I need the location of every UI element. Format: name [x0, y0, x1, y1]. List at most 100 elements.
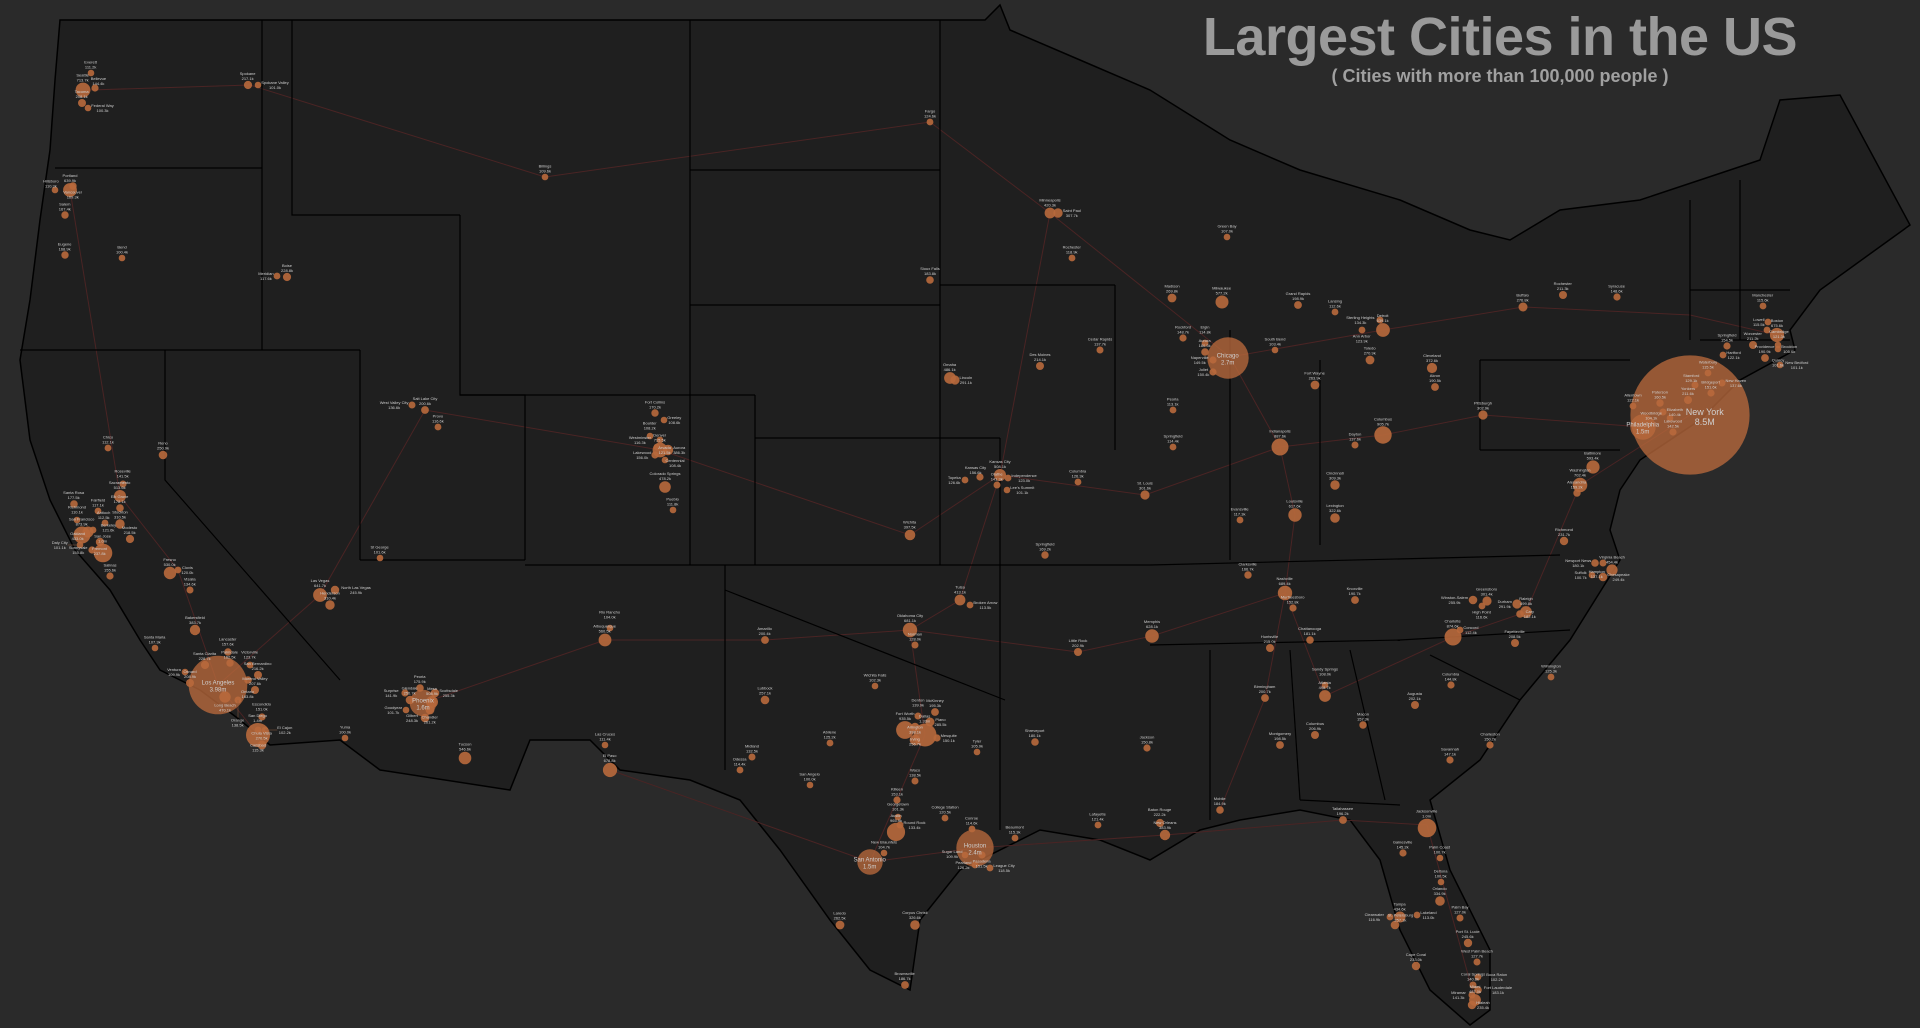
city-circle[interactable]: [88, 546, 96, 554]
city-marker[interactable]: [1411, 701, 1419, 709]
city-circle[interactable]: [602, 762, 618, 778]
city-circle[interactable]: [901, 981, 909, 989]
city-circle[interactable]: [1053, 208, 1063, 218]
city-marker[interactable]: [1294, 301, 1302, 309]
city-circle[interactable]: [1774, 341, 1782, 349]
city-circle[interactable]: [1413, 911, 1421, 919]
city-circle[interactable]: [1271, 438, 1289, 456]
city-circle[interactable]: [1374, 426, 1392, 444]
city-marker[interactable]: [1444, 628, 1462, 646]
city-marker[interactable]: [1516, 610, 1524, 618]
city-marker[interactable]: [1437, 878, 1445, 886]
city-circle[interactable]: [1201, 348, 1209, 356]
city-circle[interactable]: [313, 588, 327, 602]
city-marker[interactable]: [73, 516, 81, 524]
city-circle[interactable]: [1167, 293, 1177, 303]
city-circle[interactable]: [1386, 913, 1394, 921]
city-marker[interactable]: [1244, 571, 1252, 579]
city-circle[interactable]: [243, 80, 253, 90]
city-marker[interactable]: [973, 748, 981, 756]
city-circle[interactable]: [325, 600, 335, 610]
city-circle[interactable]: [835, 920, 845, 930]
city-circle[interactable]: [925, 717, 935, 727]
city-circle[interactable]: [601, 741, 609, 749]
city-circle[interactable]: [896, 821, 904, 829]
city-marker[interactable]: [1306, 636, 1314, 644]
city-marker[interactable]: [200, 660, 210, 670]
city-marker[interactable]: [1463, 938, 1473, 948]
city-circle[interactable]: [51, 186, 59, 194]
city-circle[interactable]: [425, 705, 435, 715]
city-circle[interactable]: [251, 686, 259, 694]
city-marker[interactable]: [1684, 396, 1692, 404]
city-marker[interactable]: [1321, 681, 1329, 689]
city-circle[interactable]: [541, 173, 549, 181]
city-marker[interactable]: [1446, 756, 1454, 764]
city-circle[interactable]: [420, 713, 430, 723]
city-marker[interactable]: [1276, 741, 1284, 749]
city-circle[interactable]: [118, 254, 126, 262]
city-marker[interactable]: [1266, 644, 1274, 652]
city-marker[interactable]: [1036, 362, 1044, 370]
city-marker[interactable]: [659, 481, 671, 493]
city-marker[interactable]: [1011, 834, 1019, 842]
city-marker[interactable]: [1331, 308, 1339, 316]
city-circle[interactable]: [200, 660, 210, 670]
city-marker[interactable]: [1769, 327, 1785, 343]
city-circle[interactable]: [1209, 368, 1217, 376]
city-circle[interactable]: [224, 648, 232, 656]
city-circle[interactable]: [1271, 346, 1279, 354]
city-circle[interactable]: [257, 740, 267, 750]
city-marker[interactable]: [826, 739, 834, 747]
city-marker[interactable]: [1704, 369, 1712, 377]
city-circle[interactable]: [910, 920, 920, 930]
city-marker[interactable]: [1399, 849, 1407, 857]
city-circle[interactable]: [1031, 738, 1039, 746]
city-circle[interactable]: [926, 118, 934, 126]
city-circle[interactable]: [1572, 477, 1588, 493]
city-circle[interactable]: [1467, 1000, 1477, 1010]
city-circle[interactable]: [1656, 399, 1664, 407]
city-circle[interactable]: [226, 659, 234, 667]
city-marker[interactable]: [282, 272, 292, 282]
city-circle[interactable]: [1311, 731, 1319, 739]
city-marker[interactable]: [1041, 551, 1049, 559]
city-marker[interactable]: [181, 668, 189, 676]
city-circle[interactable]: [1759, 302, 1767, 310]
city-circle[interactable]: [1319, 690, 1331, 702]
city-marker[interactable]: [961, 851, 969, 859]
city-circle[interactable]: [1473, 958, 1481, 966]
city-circle[interactable]: [954, 594, 966, 606]
city-circle[interactable]: [254, 81, 262, 89]
city-marker[interactable]: [1215, 295, 1229, 309]
city-marker[interactable]: [51, 186, 59, 194]
city-marker[interactable]: [88, 546, 96, 554]
city-marker[interactable]: [189, 624, 201, 636]
city-marker[interactable]: [1447, 681, 1455, 689]
city-circle[interactable]: [1468, 595, 1478, 605]
city-marker[interactable]: [1573, 489, 1581, 497]
city-marker[interactable]: [893, 796, 901, 804]
city-marker[interactable]: [1169, 406, 1177, 414]
city-circle[interactable]: [950, 375, 960, 385]
city-circle[interactable]: [93, 543, 113, 563]
city-circle[interactable]: [1358, 326, 1366, 334]
city-circle[interactable]: [1074, 648, 1082, 656]
city-circle[interactable]: [73, 516, 81, 524]
city-circle[interactable]: [857, 849, 883, 875]
city-circle[interactable]: [434, 423, 442, 431]
city-marker[interactable]: [458, 751, 472, 765]
city-marker[interactable]: [941, 814, 949, 822]
city-marker[interactable]: [1469, 981, 1477, 989]
city-marker[interactable]: [94, 507, 102, 515]
city-circle[interactable]: [1096, 346, 1104, 354]
city-marker[interactable]: [1209, 356, 1217, 364]
city-circle[interactable]: [1003, 486, 1011, 494]
city-marker[interactable]: [254, 81, 262, 89]
city-circle[interactable]: [421, 406, 429, 414]
city-marker[interactable]: [257, 740, 267, 750]
city-circle[interactable]: [971, 861, 979, 869]
city-circle[interactable]: [1659, 408, 1667, 416]
city-circle[interactable]: [1436, 854, 1444, 862]
city-circle[interactable]: [1764, 318, 1772, 326]
